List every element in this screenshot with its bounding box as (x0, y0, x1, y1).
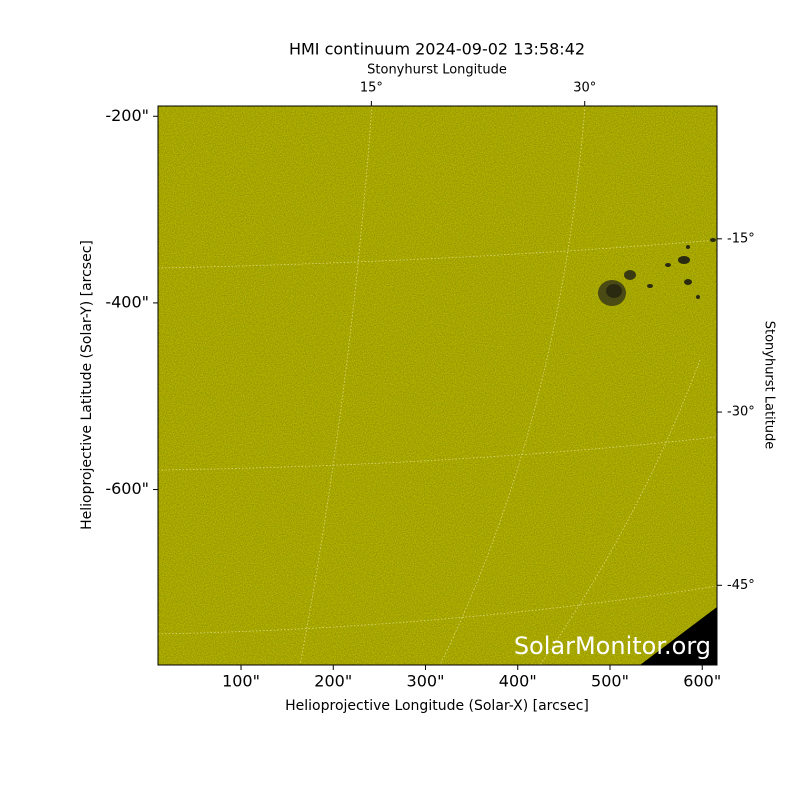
x-tick-label: 400" (499, 672, 537, 691)
x-axis-label: Helioprojective Longitude (Solar-X) [arc… (285, 698, 589, 714)
y-tick-label: -200" (105, 106, 149, 125)
x2-axis-label: Stonyhurst Longitude (367, 63, 507, 78)
x-tick-label: 200" (314, 672, 352, 691)
y2-axis-label: Stonyhurst Latitude (762, 321, 777, 450)
y2-tick-label: -45° (727, 578, 755, 593)
x2-tick-label: 30° (573, 81, 596, 96)
x-tick-label: 100" (222, 672, 260, 691)
axes-frame (157, 105, 718, 666)
solar-image (158, 106, 717, 665)
coordinate-grid (299, 106, 373, 665)
off-disk (640, 607, 717, 665)
x2-tick-label: 15° (360, 81, 383, 96)
y-axis-label: Helioprojective Latitude (Solar-Y) [arcs… (79, 240, 95, 530)
chart-title: HMI continuum 2024-09-02 13:58:42 (289, 40, 585, 59)
image-texture (158, 106, 717, 665)
sunspots (598, 238, 716, 306)
y2-tick-label: -15° (727, 231, 755, 246)
watermark: SolarMonitor.org (514, 632, 711, 660)
x-tick-label: 300" (407, 672, 445, 691)
coordinate-grid (158, 585, 717, 635)
x-tick-label: 600" (683, 672, 721, 691)
x-tick-label: 500" (591, 672, 629, 691)
y-tick-label: -400" (105, 292, 149, 311)
coordinate-grid (439, 106, 586, 665)
y2-tick-label: -30° (727, 405, 755, 420)
y-tick-label: -600" (105, 479, 149, 498)
